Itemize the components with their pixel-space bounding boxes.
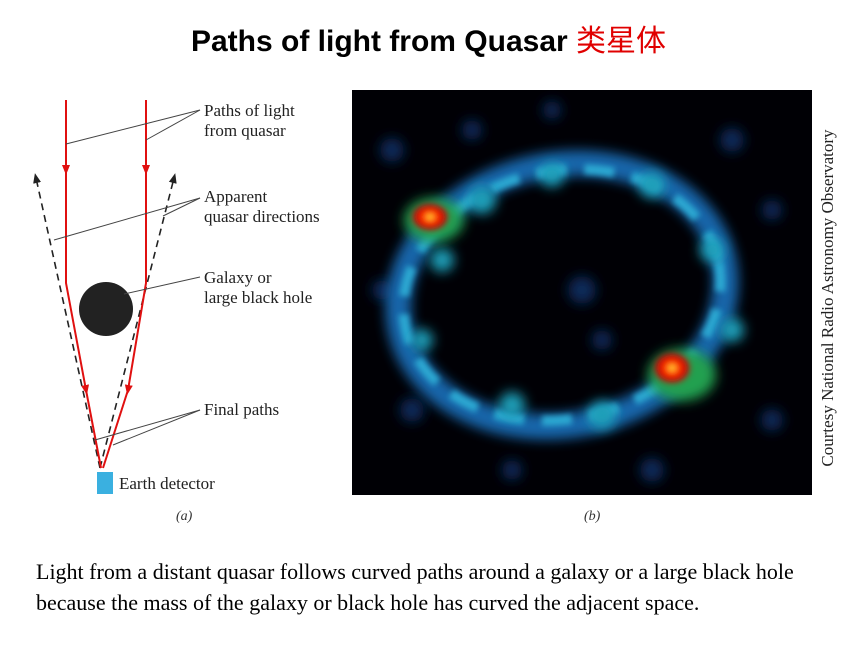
earth-detector <box>97 472 113 494</box>
panel-label-b: (b) <box>584 509 601 524</box>
einstein-ring-inner <box>398 164 726 426</box>
label-galaxy-line1: Galaxy or <box>204 268 272 287</box>
label-galaxy-line2: large black hole <box>204 288 313 307</box>
label-apparent-line1: Apparent <box>204 187 268 206</box>
ring-clumps <box>411 163 744 429</box>
hotspot-lower-right <box>652 351 692 385</box>
leader-paths-1 <box>65 109 201 145</box>
label-apparent-line2: quasar directions <box>204 207 320 226</box>
einstein-ring-image <box>352 90 812 495</box>
label-paths-line1: Paths of light <box>204 101 295 120</box>
label-paths-of-light: Paths of light from quasar <box>204 101 295 141</box>
title-main: Paths of light from Quasar <box>190 25 568 58</box>
label-galaxy: Galaxy or large black hole <box>204 268 312 308</box>
figure-caption: Light from a distant quasar follows curv… <box>36 559 794 615</box>
light-path-right-final <box>102 389 129 469</box>
light-path-left-final <box>85 389 102 469</box>
ring-image-svg <box>352 90 812 495</box>
leader-paths-2 <box>145 109 201 141</box>
apparent-direction-left <box>33 173 101 469</box>
label-apparent-directions: Apparent quasar directions <box>204 187 320 227</box>
panel-label-a: (a) <box>176 509 193 524</box>
leader-galaxy <box>123 276 201 295</box>
credit-text: Courtesy National Radio Astronomy Observ… <box>818 128 837 467</box>
leader-apparent-1 <box>53 197 201 241</box>
image-credit: Courtesy National Radio Astronomy Observ… <box>808 100 848 495</box>
leader-final-2 <box>112 409 201 446</box>
label-earth-detector: Earth detector <box>119 474 215 493</box>
page-title: Paths of light from Quasar 类星体 <box>0 16 857 60</box>
hotspot-upper-left <box>410 202 450 232</box>
leader-apparent-2 <box>162 197 201 217</box>
label-final-paths: Final paths <box>204 400 280 419</box>
title-chinese: 类星体 <box>576 24 667 59</box>
label-paths-line2: from quasar <box>204 121 286 140</box>
background-noise <box>372 101 783 482</box>
black-hole <box>79 282 133 336</box>
apparent-direction-right <box>99 173 177 469</box>
leader-final-1 <box>94 409 201 441</box>
